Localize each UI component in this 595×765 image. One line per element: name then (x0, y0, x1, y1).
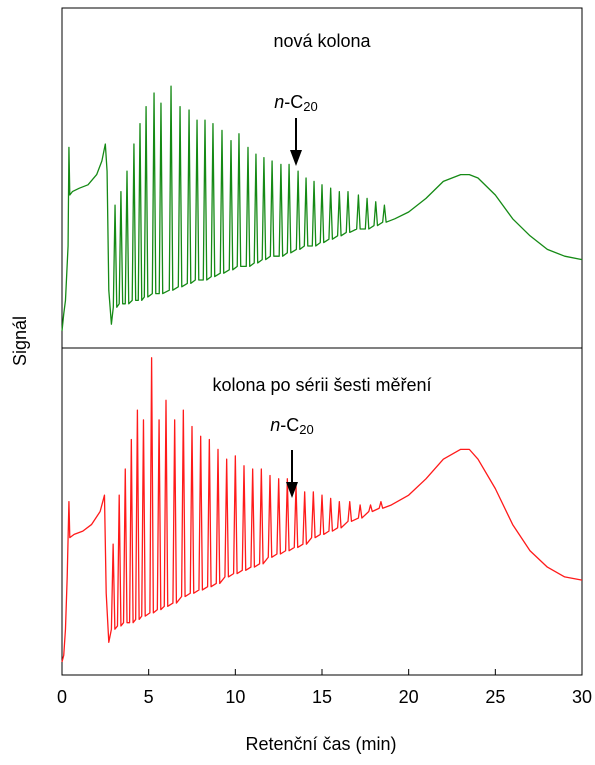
annotation-sub: 20 (299, 422, 313, 437)
x-tick-label: 15 (312, 687, 332, 707)
annotation: n-C20 (274, 92, 317, 115)
annotation-sub: 20 (303, 99, 317, 114)
x-axis-label: Retenční čas (min) (245, 734, 396, 754)
panel-title: nová kolona (273, 31, 371, 51)
annotation-text: -C (284, 92, 303, 112)
x-tick-label: 10 (225, 687, 245, 707)
y-axis-label: Signál (10, 316, 30, 366)
arrow-head (286, 482, 298, 498)
x-tick-label: 30 (572, 687, 592, 707)
signal-line (61, 85, 583, 332)
x-tick-label: 0 (57, 687, 67, 707)
plot-frame (61, 7, 583, 676)
x-tick-label: 5 (144, 687, 154, 707)
annotation-italic: n (274, 92, 284, 112)
arrow-head (290, 150, 302, 166)
annotation-text: -C (280, 415, 299, 435)
annotation: n-C20 (270, 415, 313, 438)
annotation-italic: n (270, 415, 280, 435)
panel-title: kolona po sérii šesti měření (212, 375, 431, 395)
x-tick-label: 20 (399, 687, 419, 707)
x-tick-label: 25 (485, 687, 505, 707)
signal-line (61, 357, 583, 663)
